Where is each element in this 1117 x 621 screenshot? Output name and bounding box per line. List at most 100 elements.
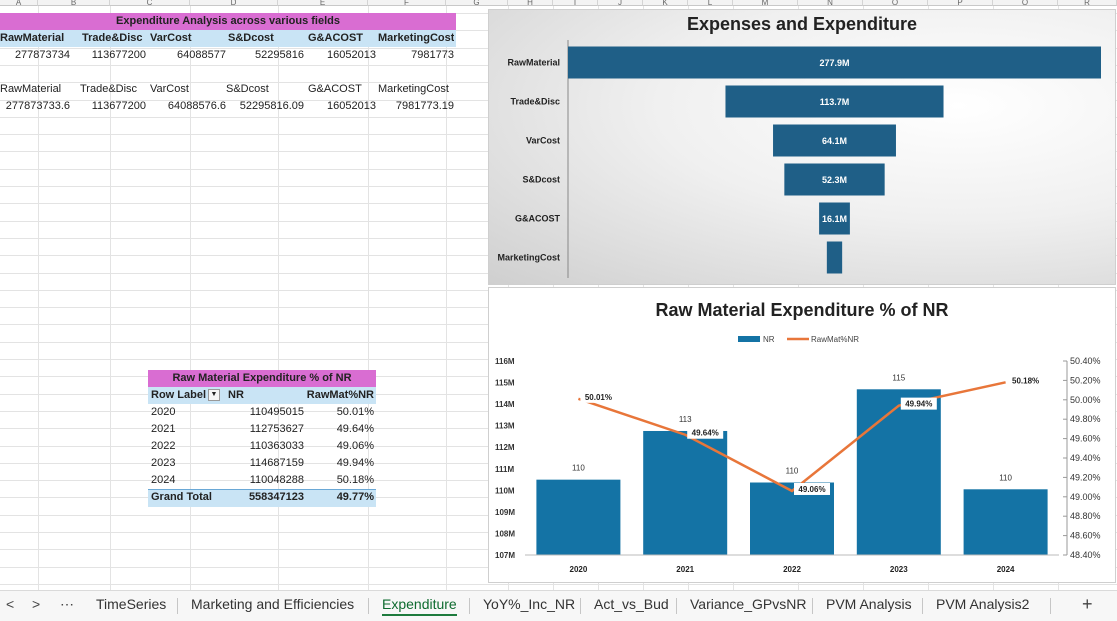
right-axis-tick: 48.60% — [1070, 531, 1101, 541]
nr-bar[interactable] — [643, 430, 728, 555]
combo-chart[interactable]: Raw Material Expenditure % of NR NR RawMat… — [488, 287, 1116, 583]
table1-value[interactable]: 52295816 — [255, 49, 304, 61]
x-axis-category: 2024 — [997, 565, 1015, 574]
table1-value[interactable]: 113677200 — [91, 49, 146, 61]
pivot-row-nr[interactable]: 110048288 — [249, 474, 304, 486]
pivot-header-band — [148, 387, 376, 404]
pivot-row-year[interactable]: 2023 — [151, 457, 176, 469]
column-header[interactable]: R — [1058, 0, 1117, 6]
rawmat-label-bg — [900, 397, 937, 410]
column-header[interactable]: L — [688, 0, 733, 6]
column-header[interactable]: C — [110, 0, 190, 6]
nr-bar[interactable] — [536, 479, 621, 555]
table1-value[interactable]: 64088577 — [177, 49, 226, 61]
table2-value[interactable]: 64088576.6 — [167, 100, 226, 112]
pivot-total-band — [148, 489, 376, 507]
column-header[interactable]: P — [928, 0, 993, 6]
column-header[interactable]: A — [0, 0, 38, 6]
sheet-tab[interactable]: Marketing and Efficiencies — [191, 591, 354, 621]
pivot-row-year[interactable]: 2020 — [151, 406, 176, 418]
funnel-bar[interactable] — [784, 163, 885, 196]
sheet-tab-bar: < > ⋯ TimeSeries Marketing and Efficienci… — [0, 590, 1117, 621]
sheet-tab[interactable]: Variance_GPvsNR — [690, 591, 806, 621]
pivot-row-nr[interactable]: 110363033 — [249, 440, 304, 452]
column-header[interactable]: D — [190, 0, 278, 6]
table1-header-band — [0, 30, 456, 47]
more-sheets-icon[interactable]: ⋯ — [60, 596, 74, 612]
left-axis-tick: 115M — [495, 379, 515, 388]
nr-bar-label: 110 — [999, 473, 1012, 482]
funnel-bar[interactable] — [826, 241, 843, 274]
table1-value[interactable]: 7981773 — [411, 49, 454, 61]
right-axis-tick: 49.20% — [1070, 472, 1101, 482]
nr-bar[interactable] — [856, 389, 941, 555]
funnel-chart[interactable]: Expenses and Expenditure RawMaterial 277.9… — [488, 9, 1116, 285]
nr-bar[interactable] — [963, 489, 1048, 555]
funnel-bar[interactable] — [725, 85, 944, 118]
next-sheet-button[interactable]: > — [32, 596, 41, 612]
table2-value[interactable]: 16052013 — [327, 100, 376, 112]
legend-nr-label: NR — [763, 335, 775, 344]
nr-bar-label: 115 — [892, 373, 905, 382]
table1-value[interactable]: 277873734 — [14, 49, 70, 61]
rawmat-label-bg — [687, 426, 724, 439]
funnel-bar[interactable] — [819, 202, 850, 235]
pivot-row-pct[interactable]: 49.06% — [336, 440, 374, 452]
pivot-row-year[interactable]: 2022 — [151, 440, 176, 452]
column-header[interactable]: E — [278, 0, 368, 6]
pivot-row-pct[interactable]: 50.18% — [336, 474, 374, 486]
table2-header: RawMaterial — [0, 83, 62, 95]
table1-header: Trade&Disc — [82, 32, 143, 44]
column-header[interactable]: K — [643, 0, 688, 6]
pivot-row-label-header[interactable]: Row Label ▼ — [151, 387, 221, 404]
column-header[interactable]: J — [598, 0, 643, 6]
x-axis-category: 2023 — [890, 565, 908, 574]
prev-sheet-button[interactable]: < — [6, 596, 15, 612]
filter-dropdown-icon[interactable]: ▼ — [208, 389, 221, 402]
funnel-data-label: 113.7M — [820, 97, 850, 107]
right-axis-tick: 49.00% — [1070, 492, 1101, 502]
column-gridline — [190, 6, 191, 590]
table2-value[interactable]: 113677200 — [91, 100, 146, 112]
rawmat-point-label: 50.01% — [585, 393, 612, 402]
column-header[interactable]: H — [508, 0, 553, 6]
column-header[interactable]: I — [553, 0, 598, 6]
pivot-row-pct[interactable]: 49.64% — [336, 423, 374, 435]
sheet-tab[interactable]: TimeSeries — [96, 591, 166, 621]
left-axis-tick: 108M — [495, 529, 515, 538]
column-header[interactable]: F — [368, 0, 446, 6]
sheet-tab[interactable]: YoY%_Inc_NR — [483, 591, 575, 621]
table2-value[interactable]: 277873733.6 — [5, 100, 70, 112]
table2-value[interactable]: 52295816.09 — [239, 100, 304, 112]
pivot-row-year[interactable]: 2021 — [151, 423, 176, 435]
column-header[interactable]: B — [38, 0, 110, 6]
tab-separator — [177, 598, 178, 614]
column-header[interactable]: M — [733, 0, 798, 6]
column-header[interactable]: G — [446, 0, 508, 6]
sheet-tab[interactable]: PVM Analysis — [826, 591, 912, 621]
sheet-tab[interactable]: Act_vs_Bud — [594, 591, 669, 621]
sheet-tab[interactable]: Expenditure — [382, 591, 457, 621]
pivot-row-nr[interactable]: 110495015 — [249, 406, 304, 418]
pivot-row-nr[interactable]: 112753627 — [249, 423, 304, 435]
funnel-bar[interactable] — [568, 46, 1101, 79]
sheet-tab[interactable]: PVM Analysis2 — [936, 591, 1029, 621]
pivot-row-pct[interactable]: 50.01% — [336, 406, 374, 418]
column-header[interactable]: Q — [993, 0, 1058, 6]
column-header[interactable]: O — [863, 0, 928, 6]
column-gridline — [110, 6, 111, 590]
combo-chart-svg: Raw Material Expenditure % of NR NR RawMat… — [495, 300, 1101, 574]
pivot-row-year[interactable]: 2024 — [151, 474, 176, 486]
right-axis-tick: 50.40% — [1070, 356, 1101, 366]
legend-nr-swatch — [738, 336, 760, 342]
pivot-row-nr[interactable]: 114687159 — [249, 457, 304, 469]
table2-value[interactable]: 7981773.19 — [395, 100, 454, 112]
table1-value[interactable]: 16052013 — [327, 49, 376, 61]
table1-header: VarCost — [150, 32, 192, 44]
pivot-row-pct[interactable]: 49.94% — [336, 457, 374, 469]
add-sheet-button[interactable]: + — [1082, 594, 1093, 614]
funnel-bar[interactable] — [773, 124, 896, 157]
rawmat-label-bg — [1007, 374, 1044, 387]
column-header[interactable]: N — [798, 0, 863, 6]
